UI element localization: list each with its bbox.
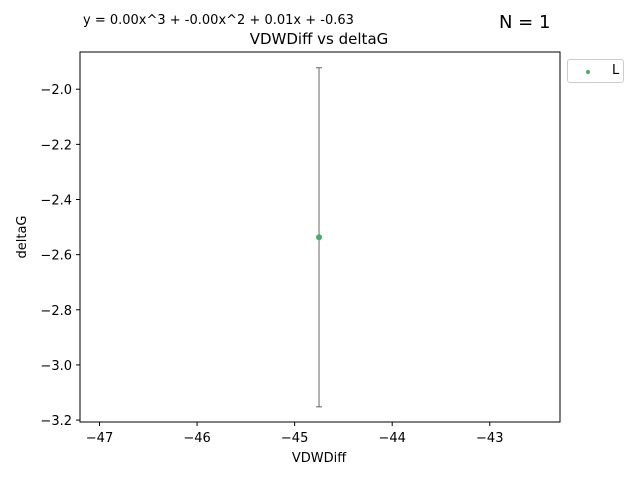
y-tick-label: −2.2 — [40, 138, 72, 153]
legend-marker — [586, 70, 590, 74]
x-axis-ticks: −47 −46 −45 −44 −43 — [86, 422, 503, 446]
chart-title: VDWDiff vs deltaG — [250, 30, 389, 48]
y-tick-label: −3.2 — [40, 414, 72, 429]
y-axis-ticks: −2.0 −2.2 −2.4 −2.6 −2.8 −3.0 −3.2 — [40, 83, 80, 429]
x-axis-label: VDWDiff — [292, 451, 347, 466]
sample-count: N = 1 — [499, 12, 551, 33]
y-axis-label: deltaG — [15, 216, 30, 259]
fit-equation: y = 0.00x^3 + -0.00x^2 + 0.01x + -0.63 — [83, 13, 354, 28]
legend-label: L — [612, 63, 620, 78]
y-tick-label: −2.6 — [40, 249, 72, 264]
x-tick-label: −46 — [183, 431, 210, 446]
y-tick-label: −2.4 — [40, 194, 72, 209]
x-tick-label: −47 — [86, 431, 113, 446]
legend: L — [567, 59, 624, 83]
y-tick-label: −2.8 — [40, 304, 72, 319]
x-tick-label: −43 — [476, 431, 503, 446]
x-tick-label: −45 — [281, 431, 308, 446]
y-tick-label: −3.0 — [40, 359, 72, 374]
data-marks — [316, 67, 323, 408]
y-tick-label: −2.0 — [40, 83, 72, 98]
plot-area — [79, 51, 561, 423]
x-tick-label: −44 — [378, 431, 405, 446]
data-point — [316, 234, 323, 241]
